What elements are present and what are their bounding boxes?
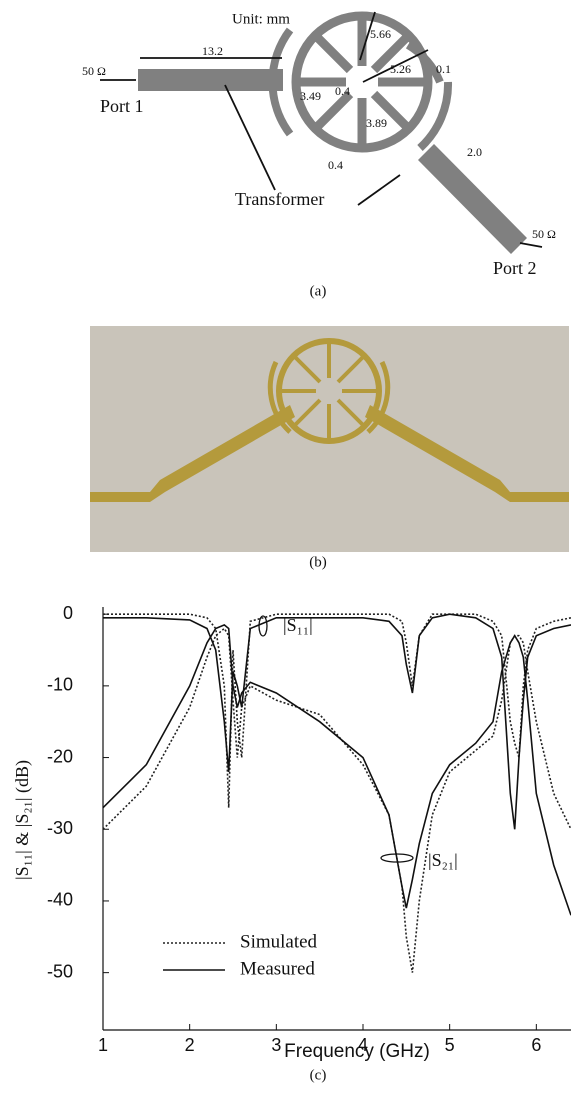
label: Transformer — [235, 189, 324, 209]
label: 5.26 — [390, 62, 411, 76]
arrows — [100, 11, 543, 248]
legend-label: Simulated — [240, 931, 318, 952]
spokes — [300, 20, 424, 144]
coupling-arc — [268, 27, 294, 137]
label: 3.49 — [300, 89, 321, 103]
x-tick-label: 1 — [98, 1035, 108, 1055]
x-axis-label: Frequency (GHz) — [284, 1041, 430, 1062]
x-tick-label: 6 — [531, 1035, 541, 1055]
label: 50 Ω — [82, 64, 106, 78]
y-tick-label: -40 — [47, 890, 73, 910]
label: Port 1 — [100, 96, 144, 116]
y-tick-label: -10 — [47, 675, 73, 695]
x-tick-label: 5 — [445, 1035, 455, 1055]
label: 2.0 — [467, 145, 482, 159]
y-tick-label: -20 — [47, 746, 73, 766]
line-s21 — [102, 627, 571, 973]
label: 13.2 — [202, 44, 223, 58]
label: 50 Ω — [532, 227, 556, 241]
label: Port 2 — [493, 258, 537, 278]
y-axis-label: |S₁₁| & |S₂₁| (dB) — [12, 760, 33, 880]
annotation: |S₂₁| — [428, 850, 458, 870]
line-s21 — [102, 623, 571, 916]
y-tick-label: 0 — [63, 603, 73, 623]
y-tick-label: -30 — [47, 818, 73, 838]
y-tick-label: -50 — [47, 961, 73, 981]
label: 5.66 — [370, 27, 391, 41]
coupling-arc — [417, 81, 453, 151]
port2-line — [418, 144, 527, 254]
annotation-marker — [380, 853, 414, 863]
caption: (c) — [310, 1067, 327, 1083]
ring — [291, 11, 433, 153]
line-s11 — [103, 613, 571, 830]
label: Unit: mm — [232, 11, 290, 27]
label: 0.1 — [436, 62, 451, 76]
x-tick-label: 2 — [185, 1035, 195, 1055]
x-tick-label: 4 — [358, 1035, 368, 1055]
label: 3.89 — [366, 116, 387, 130]
coupling-arc — [405, 41, 444, 84]
label: 0.4 — [328, 158, 343, 172]
layout-diagram — [138, 11, 527, 254]
caption: (b) — [309, 554, 327, 570]
x-tick-label: 3 — [271, 1035, 281, 1055]
port1-line — [138, 69, 283, 91]
caption: (a) — [310, 283, 327, 299]
annotation-marker — [258, 615, 268, 637]
photo — [90, 326, 569, 552]
annotation: |S₁₁| — [283, 615, 313, 635]
label: 0.4 — [335, 84, 350, 98]
legend-label: Measured — [240, 958, 315, 979]
panel-a-labels: Unit: mm 50 Ω 13.2 Port 1 3.49 0.4 5.66 … — [82, 11, 556, 299]
line-s11 — [103, 613, 571, 808]
